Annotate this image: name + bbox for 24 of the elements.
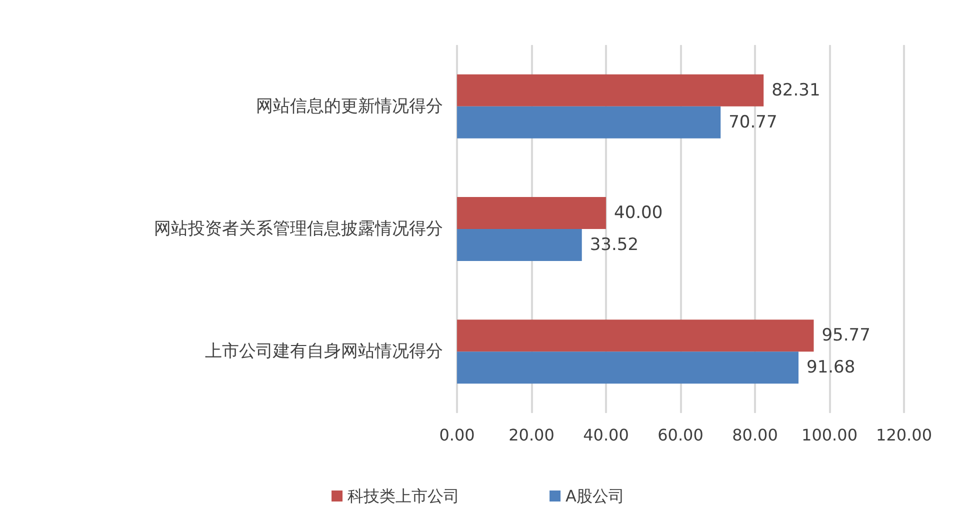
data-label: 95.77 [822, 326, 870, 346]
bar [457, 320, 814, 352]
bar [457, 74, 764, 106]
y-tick-label: 网站投资者关系管理信息披露情况得分 [154, 219, 443, 239]
x-tick-label: 120.00 [876, 426, 932, 444]
data-label: 91.68 [806, 358, 856, 378]
data-label: 70.77 [728, 112, 778, 132]
data-label: 33.52 [590, 235, 639, 255]
legend-label: 科技类上市公司 [348, 486, 460, 506]
y-tick-label: 上市公司建有自身网站情况得分 [205, 342, 443, 362]
x-tick-label: 20.00 [508, 426, 554, 444]
bar [457, 197, 606, 229]
x-tick-label: 60.00 [658, 426, 704, 444]
x-tick-label: 0.00 [439, 426, 475, 444]
data-label: 82.31 [772, 80, 820, 100]
bar [457, 229, 582, 261]
legend-label: A股公司 [566, 486, 624, 506]
bar [457, 352, 799, 384]
y-tick-label: 网站信息的更新情况得分 [256, 96, 443, 116]
x-tick-label: 80.00 [732, 426, 778, 444]
data-label: 40.00 [614, 203, 663, 223]
x-tick-label: 100.00 [802, 426, 858, 444]
bar [457, 106, 721, 138]
x-tick-label: 40.00 [583, 426, 629, 444]
